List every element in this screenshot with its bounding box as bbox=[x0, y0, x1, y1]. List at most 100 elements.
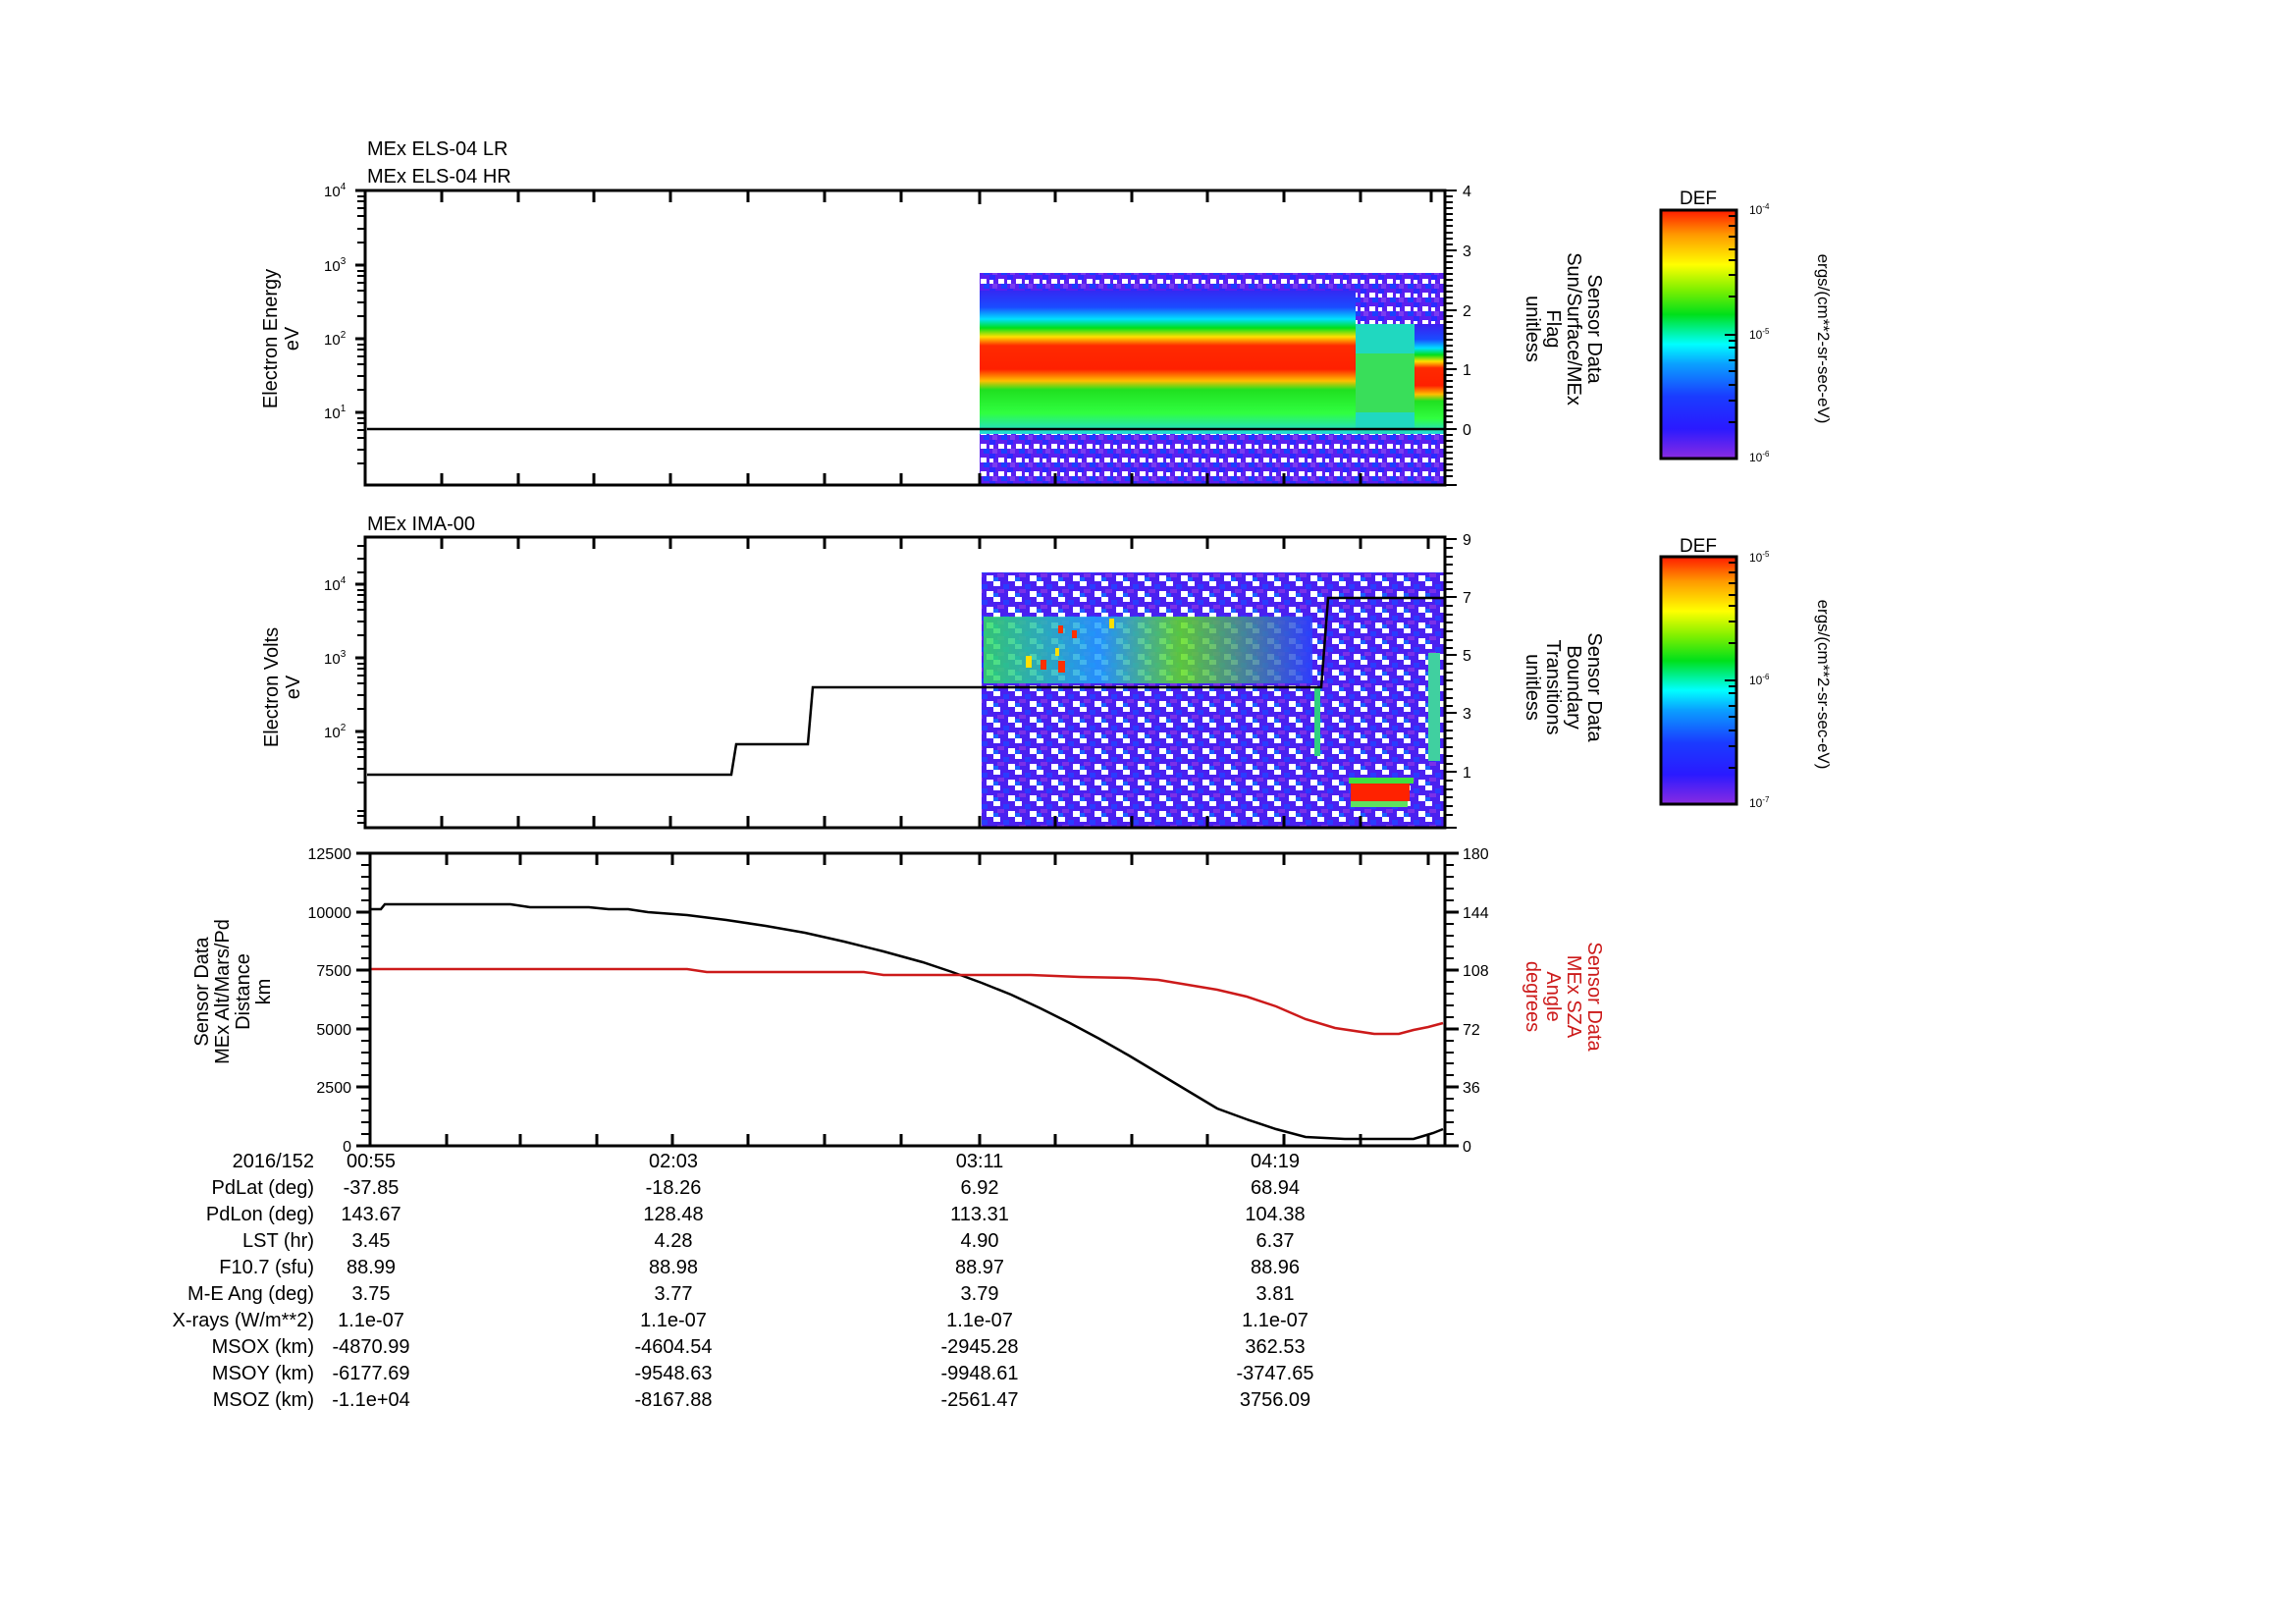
cell: 4.90 bbox=[960, 1230, 999, 1252]
boundary-transitions-line bbox=[367, 596, 1445, 777]
ima-spectrogram bbox=[982, 572, 1445, 827]
cell: -4604.54 bbox=[634, 1336, 713, 1358]
svg-text:Sensor Data: Sensor Data bbox=[1583, 632, 1605, 742]
els-y2-axis-label: Sensor Data Sun/Surface/MEx Flag unitles… bbox=[1522, 252, 1605, 406]
cell: 6.92 bbox=[960, 1177, 999, 1199]
svg-text:5000: 5000 bbox=[316, 1022, 351, 1039]
svg-text:Sensor Data: Sensor Data bbox=[1583, 274, 1605, 384]
svg-text:10-4: 10-4 bbox=[1749, 202, 1770, 217]
sza-right-tick-labels: 180 144 108 72 36 0 bbox=[1463, 846, 1489, 1156]
svg-text:Sun/Surface/MEx: Sun/Surface/MEx bbox=[1563, 252, 1584, 406]
ima-colorbar-title: DEF bbox=[1680, 536, 1717, 557]
svg-text:3: 3 bbox=[1463, 706, 1471, 723]
cell: 1.1e-07 bbox=[640, 1310, 707, 1331]
alt-minor-ticks bbox=[361, 864, 1454, 1135]
row-label: X-rays (W/m**2) bbox=[172, 1310, 314, 1331]
cell: 1.1e-07 bbox=[946, 1310, 1013, 1331]
cell: -9548.63 bbox=[634, 1363, 713, 1384]
ima-right-axis bbox=[1445, 538, 1457, 829]
altitude-sza-panel: 12500 10000 7500 5000 2500 0 180 144 108… bbox=[191, 846, 1605, 1156]
els-colorbar-units: ergs/(cm**2-sr-sec-eV) bbox=[1814, 254, 1833, 424]
ephemeris-column-0419: 04:19 68.94 104.38 6.37 88.96 3.81 1.1e-… bbox=[1177, 1149, 1373, 1414]
svg-text:10-7: 10-7 bbox=[1749, 795, 1770, 810]
els-left-tick-labels: 104 103 102 101 bbox=[324, 182, 347, 422]
ephemeris-row-labels: 2016/152 PdLat (deg) PdLon (deg) LST (hr… bbox=[0, 1149, 314, 1414]
svg-text:4: 4 bbox=[1463, 184, 1471, 200]
svg-text:eV: eV bbox=[283, 675, 304, 699]
els-colorbar-title: DEF bbox=[1680, 189, 1717, 209]
svg-text:102: 102 bbox=[324, 330, 347, 349]
sza-line bbox=[371, 967, 1444, 1036]
alt-left-tick-labels: 12500 10000 7500 5000 2500 0 bbox=[308, 846, 352, 1156]
svg-text:3: 3 bbox=[1463, 243, 1471, 260]
row-label: MSOY (km) bbox=[211, 1363, 314, 1384]
svg-text:unitless: unitless bbox=[1522, 296, 1543, 362]
svg-text:Electron Energy: Electron Energy bbox=[260, 269, 282, 408]
row-label: F10.7 (sfu) bbox=[219, 1257, 314, 1278]
cell: 4.28 bbox=[654, 1230, 693, 1252]
ima-y2-axis-label: Sensor Data Boundary Transitions unitles… bbox=[1522, 632, 1605, 742]
svg-text:36: 36 bbox=[1463, 1080, 1480, 1097]
svg-text:10-5: 10-5 bbox=[1749, 550, 1770, 565]
altitude-line bbox=[371, 902, 1444, 1141]
svg-text:2: 2 bbox=[1463, 303, 1471, 320]
svg-text:Electron Volts: Electron Volts bbox=[261, 627, 283, 747]
cell: 1.1e-07 bbox=[1242, 1310, 1308, 1331]
cell: 88.99 bbox=[346, 1257, 397, 1278]
cell: 3756.09 bbox=[1239, 1389, 1311, 1411]
cell: 6.37 bbox=[1255, 1230, 1295, 1252]
cell: 104.38 bbox=[1245, 1204, 1306, 1225]
svg-text:0: 0 bbox=[343, 1139, 351, 1156]
els-left-minor-ticks bbox=[357, 195, 365, 464]
svg-text:108: 108 bbox=[1463, 963, 1489, 980]
time-tick: 04:19 bbox=[1250, 1151, 1301, 1172]
els-title-lr: MEx ELS-04 LR bbox=[367, 138, 507, 160]
svg-text:104: 104 bbox=[324, 182, 347, 200]
svg-text:MEx SZA: MEx SZA bbox=[1563, 955, 1584, 1039]
row-label: PdLat (deg) bbox=[211, 1177, 314, 1199]
svg-text:1: 1 bbox=[1463, 362, 1471, 379]
row-label: M-E Ang (deg) bbox=[187, 1283, 314, 1305]
ima-right-tick-labels: 9 7 5 3 1 bbox=[1463, 532, 1471, 782]
svg-text:7500: 7500 bbox=[316, 963, 351, 980]
row-label: MSOX (km) bbox=[211, 1336, 314, 1358]
ima-y-axis-label: Electron Volts eV bbox=[261, 627, 304, 747]
cell: -2945.28 bbox=[940, 1336, 1019, 1358]
svg-text:10000: 10000 bbox=[308, 905, 352, 922]
svg-text:101: 101 bbox=[324, 404, 347, 422]
cell: 113.31 bbox=[950, 1204, 1009, 1225]
cell: 143.67 bbox=[341, 1204, 401, 1225]
cell: 362.53 bbox=[1245, 1336, 1306, 1358]
svg-text:Transitions: Transitions bbox=[1542, 639, 1564, 734]
cell: -4870.99 bbox=[332, 1336, 410, 1358]
alt-y-axis-label: Sensor Data MEx Alt/Mars/Pd Distance km bbox=[191, 919, 275, 1064]
cell: -18.26 bbox=[645, 1177, 702, 1199]
cell: -6177.69 bbox=[332, 1363, 410, 1384]
svg-text:MEx Alt/Mars/Pd: MEx Alt/Mars/Pd bbox=[212, 919, 234, 1064]
ima-left-minor-ticks bbox=[357, 545, 365, 824]
svg-text:unitless: unitless bbox=[1522, 654, 1543, 721]
cell: 3.81 bbox=[1255, 1283, 1295, 1305]
cell: 88.98 bbox=[648, 1257, 699, 1278]
cell: -2561.47 bbox=[940, 1389, 1019, 1411]
svg-text:12500: 12500 bbox=[308, 846, 352, 863]
svg-text:Boundary: Boundary bbox=[1563, 645, 1584, 730]
svg-text:102: 102 bbox=[324, 723, 347, 741]
svg-text:10-6: 10-6 bbox=[1749, 450, 1770, 464]
cell: 3.45 bbox=[351, 1230, 391, 1252]
ima-colorbar: DEF 10-5 10-6 10-7 ergs/(cm**2-sr-sec-eV… bbox=[1659, 536, 1833, 810]
cell: 3.77 bbox=[654, 1283, 693, 1305]
cell: 88.97 bbox=[954, 1257, 1005, 1278]
svg-text:degrees: degrees bbox=[1522, 961, 1543, 1032]
svg-text:1: 1 bbox=[1463, 765, 1471, 782]
svg-text:7: 7 bbox=[1463, 590, 1471, 607]
svg-text:103: 103 bbox=[324, 649, 347, 668]
svg-text:eV: eV bbox=[282, 326, 303, 351]
svg-text:104: 104 bbox=[324, 575, 347, 594]
els-title-hr: MEx ELS-04 HR bbox=[367, 166, 511, 188]
svg-text:Distance: Distance bbox=[233, 953, 254, 1030]
cell: 88.96 bbox=[1250, 1257, 1301, 1278]
svg-text:144: 144 bbox=[1463, 905, 1489, 922]
els-colorbar: DEF 10-4 10-5 10-6 ergs/(cm**2-sr-sec-eV… bbox=[1659, 189, 1833, 464]
time-tick: 02:03 bbox=[648, 1151, 699, 1172]
